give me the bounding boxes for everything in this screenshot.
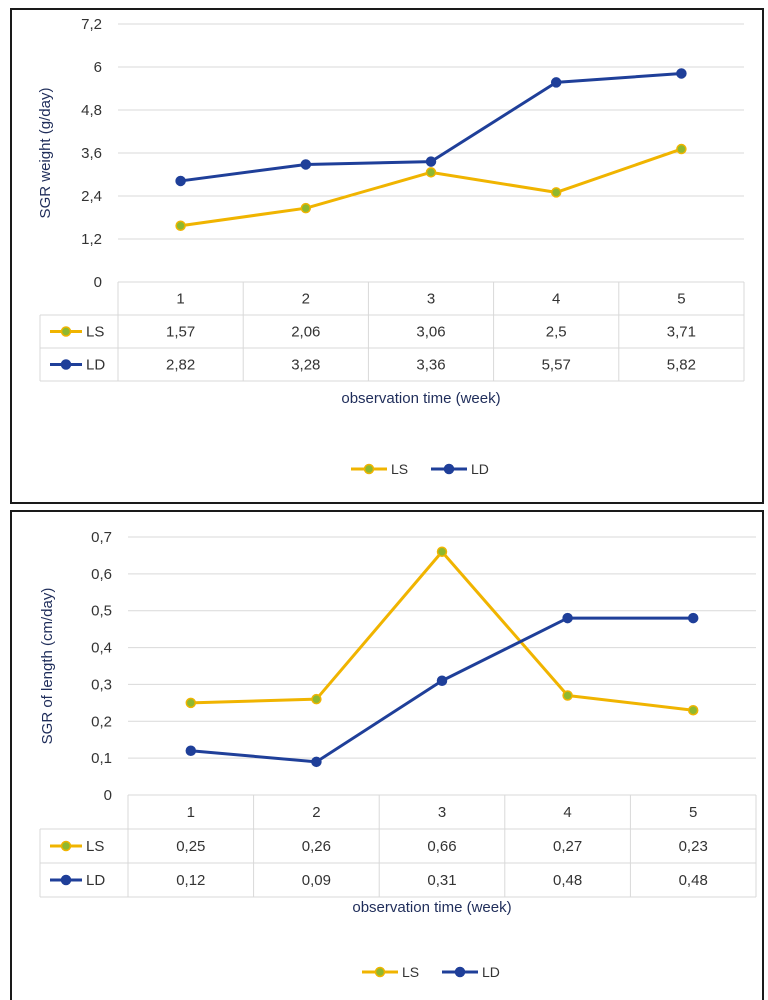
y-tick-label: 3,6	[81, 145, 102, 162]
y-tick-label: 6	[94, 59, 102, 76]
chart-panel-length: 0 0,1 0,2 0,3 0,4 0,5 0,6 0,7 SGR of length (cm/…	[10, 510, 764, 1000]
legend-label: LD	[482, 964, 500, 980]
table-legend-key-marker	[60, 840, 72, 852]
data-point-LS	[676, 143, 687, 155]
table-header-category: 4	[563, 804, 571, 821]
data-point-LS	[687, 704, 699, 716]
table-value-cell: 0,48	[553, 872, 582, 889]
legend-key-marker	[363, 463, 375, 475]
chart-weight-svg: 0 1,2 2,4 3,6 4,8 6 7,2 SGR weight (g/day) 1 2 3 4 5…	[37, 16, 745, 477]
data-point-LS	[185, 697, 197, 709]
y-tick-label: 0,7	[91, 529, 112, 546]
table-header-category: 2	[312, 804, 320, 821]
data-point-LS	[425, 167, 437, 178]
table-header-category: 4	[552, 291, 560, 308]
y-tick-label: 2,4	[81, 188, 102, 205]
table-value-cell: 0,66	[427, 838, 456, 855]
table-value-cell: 3,71	[667, 324, 696, 341]
table-series-name: LS	[86, 324, 104, 341]
legend-label: LS	[391, 461, 408, 477]
data-point-LD	[311, 756, 322, 768]
y-tick-label: 0,6	[91, 566, 112, 583]
data-point-LD	[300, 159, 312, 170]
table-header-category: 3	[438, 804, 446, 821]
table-value-cell: 2,06	[291, 324, 320, 341]
data-point-LD	[185, 745, 197, 757]
data-point-LS	[311, 693, 322, 705]
y-tick-label: 1,2	[81, 231, 102, 248]
table-value-cell: 0,25	[176, 838, 205, 855]
y-tick-label: 7,2	[81, 16, 102, 33]
x-axis-title: observation time (week)	[352, 899, 511, 916]
data-point-LS	[175, 220, 186, 231]
table-value-cell: 3,28	[291, 357, 320, 374]
table-series-name: LD	[86, 872, 105, 889]
table-series-name: LS	[86, 838, 104, 855]
table-legend-key-marker	[60, 359, 72, 370]
table-header-category: 5	[677, 291, 685, 308]
table-value-cell: 0,23	[679, 838, 708, 855]
table-value-cell: 0,12	[176, 872, 205, 889]
data-point-LD	[175, 175, 186, 187]
table-legend-key-marker	[60, 874, 72, 886]
y-tick-label: 0,1	[91, 750, 112, 767]
table-header-category: 5	[689, 804, 697, 821]
data-point-LD	[550, 77, 562, 88]
legend-label: LD	[471, 461, 489, 477]
y-axis-title: SGR weight (g/day)	[37, 88, 54, 219]
table-header-category: 2	[302, 291, 310, 308]
table-value-cell: 3,36	[416, 357, 445, 374]
data-point-LS	[300, 202, 312, 214]
chart-length-svg: 0 0,1 0,2 0,3 0,4 0,5 0,6 0,7 SGR of length (cm/…	[39, 529, 757, 980]
table-value-cell: 0,31	[427, 872, 456, 889]
table-value-cell: 5,57	[542, 357, 571, 374]
y-axis-title: SGR of length (cm/day)	[39, 588, 56, 745]
table-series-name: LD	[86, 357, 105, 374]
table-header-category: 1	[176, 291, 184, 308]
legend-key-marker	[443, 463, 455, 475]
y-tick-label: 0	[104, 787, 112, 804]
table-value-cell: 3,06	[416, 324, 445, 341]
series-line-LD	[190, 616, 694, 764]
data-point-LD	[436, 675, 448, 686]
table-value-cell: 0,27	[553, 838, 582, 855]
data-point-LD	[425, 156, 437, 167]
data-point-LS	[562, 690, 573, 701]
table-value-cell: 0,09	[302, 872, 331, 889]
legend-key-marker	[454, 966, 466, 978]
y-tick-label: 4,8	[81, 102, 102, 119]
y-tick-label: 0,2	[91, 713, 112, 730]
table-value-cell: 2,82	[166, 357, 195, 374]
data-point-LD	[676, 68, 687, 79]
data-point-LD	[687, 612, 699, 624]
table-value-cell: 2,5	[546, 324, 567, 341]
table-header-category: 1	[187, 804, 195, 821]
legend-label: LS	[402, 964, 419, 980]
y-tick-label: 0,4	[91, 640, 112, 657]
series-line-LS	[190, 550, 694, 712]
table-value-cell: 0,26	[302, 838, 331, 855]
table-value-cell: 0,48	[679, 872, 708, 889]
y-tick-label: 0	[94, 274, 102, 291]
table-value-cell: 1,57	[166, 324, 195, 341]
table-value-cell: 5,82	[667, 357, 696, 374]
x-axis-title: observation time (week)	[341, 390, 500, 407]
legend-key-marker	[374, 966, 386, 978]
table-header-category: 3	[427, 291, 435, 308]
table-legend-key-marker	[60, 326, 72, 337]
data-point-LD	[562, 612, 573, 624]
y-tick-label: 0,5	[91, 603, 112, 620]
chart-panel-weight: 0 1,2 2,4 3,6 4,8 6 7,2 SGR weight (g/day) 1 2 3 4 5…	[10, 8, 764, 504]
y-tick-label: 0,3	[91, 676, 112, 693]
data-point-LS	[550, 187, 562, 198]
data-point-LS	[436, 546, 448, 557]
